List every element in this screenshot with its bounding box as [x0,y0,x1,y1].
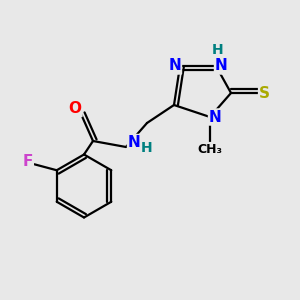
Text: N: N [209,110,222,124]
Text: N: N [128,135,141,150]
Text: H: H [212,43,223,56]
Text: S: S [259,85,270,100]
Text: N: N [168,58,181,74]
Text: CH₃: CH₃ [197,143,223,156]
Text: H: H [141,142,153,155]
Text: O: O [68,101,82,116]
Text: N: N [215,58,228,74]
Text: F: F [22,154,33,169]
